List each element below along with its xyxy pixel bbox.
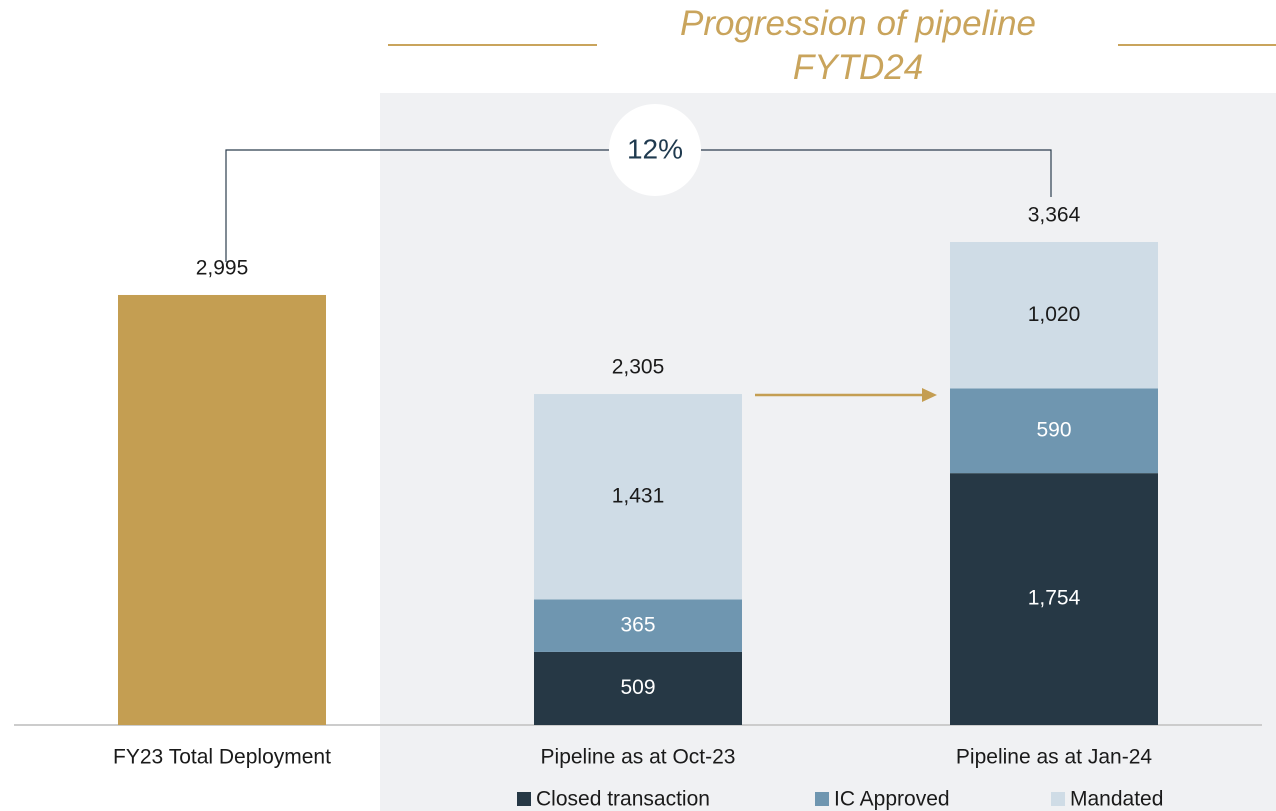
legend-swatch bbox=[1051, 792, 1065, 806]
x-tick-label: Pipeline as at Oct-23 bbox=[541, 746, 736, 769]
data-label: 365 bbox=[620, 613, 655, 636]
data-label: 509 bbox=[620, 676, 655, 699]
legend-label: IC Approved bbox=[834, 788, 950, 811]
total-label: 2,305 bbox=[612, 356, 665, 379]
data-label: 1,431 bbox=[612, 484, 665, 507]
growth-label: 12% bbox=[627, 133, 683, 164]
legend-label: Closed transaction bbox=[536, 788, 710, 811]
data-label: 1,020 bbox=[1028, 303, 1081, 326]
total-label: 3,364 bbox=[1028, 204, 1081, 227]
legend-swatch bbox=[517, 792, 531, 806]
x-tick-label: FY23 Total Deployment bbox=[113, 746, 331, 769]
legend-swatch bbox=[815, 792, 829, 806]
x-tick-label: Pipeline as at Jan-24 bbox=[956, 746, 1152, 769]
bar-segment bbox=[534, 651, 742, 725]
bar bbox=[118, 294, 326, 725]
legend-label: Mandated bbox=[1070, 788, 1163, 811]
data-label: 590 bbox=[1036, 418, 1071, 441]
arrow-head bbox=[922, 388, 937, 402]
bar-segment bbox=[534, 394, 742, 600]
bar-segment bbox=[534, 599, 742, 652]
growth-badge bbox=[609, 104, 701, 196]
bar-segment bbox=[950, 242, 1158, 389]
data-label: 1,754 bbox=[1028, 587, 1081, 610]
chart-title: Progression of pipeline FYTD24 bbox=[679, 4, 1037, 87]
total-label: 2,995 bbox=[196, 257, 249, 280]
bar-segment bbox=[950, 388, 1158, 474]
bar-segment bbox=[950, 473, 1158, 725]
